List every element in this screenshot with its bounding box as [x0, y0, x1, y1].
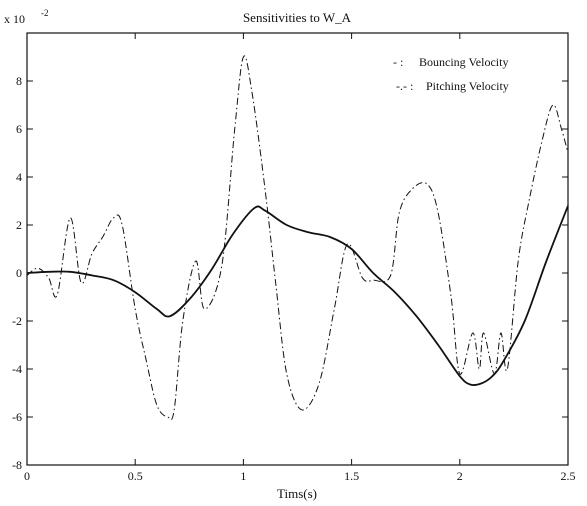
y-scale-base: x 10	[4, 12, 25, 26]
x-tick-label: 2.5	[561, 469, 576, 483]
y-tick-label: 0	[16, 266, 22, 280]
x-tick-label: 0.5	[128, 469, 143, 483]
y-scale-exponent: -2	[41, 8, 49, 18]
series-layer	[26, 55, 569, 421]
y-tick-label: -6	[12, 410, 22, 424]
x-tick-label: 2	[457, 469, 463, 483]
x-tick-label: 1	[240, 469, 246, 483]
series-line-bouncing-velocity	[26, 205, 569, 387]
plot-frame	[26, 32, 569, 466]
y-tick-label: -2	[12, 314, 22, 328]
axis-ticks: 0 0.5 1 1.5 2 2.5 -8 -6 -4 -2 0 2 4 6 8	[12, 33, 576, 483]
legend: - : Bouncing Velocity -.- : Pitching Vel…	[393, 55, 509, 93]
y-tick-label: -8	[12, 458, 22, 472]
y-tick-label: 4	[16, 170, 22, 184]
y-axis-scale-factor: x 10 -2	[4, 8, 49, 26]
legend-label-bouncing: Bouncing Velocity	[419, 55, 508, 69]
y-tick-label: -4	[12, 362, 22, 376]
legend-marker-pitching: -.- :	[396, 79, 413, 93]
x-tick-label: 1.5	[344, 469, 359, 483]
chart-title: Sensitivities to W_A	[243, 10, 352, 25]
series-line-pitching-velocity	[26, 55, 569, 421]
x-axis-label: Tims(s)	[277, 486, 317, 501]
y-tick-label: 6	[16, 122, 22, 136]
y-tick-label: 2	[16, 218, 22, 232]
legend-label-pitching: Pitching Velocity	[426, 79, 509, 93]
y-tick-label: 8	[16, 74, 22, 88]
plot-border	[26, 32, 569, 466]
x-tick-label: 0	[24, 469, 30, 483]
legend-marker-bouncing: - :	[393, 55, 403, 69]
